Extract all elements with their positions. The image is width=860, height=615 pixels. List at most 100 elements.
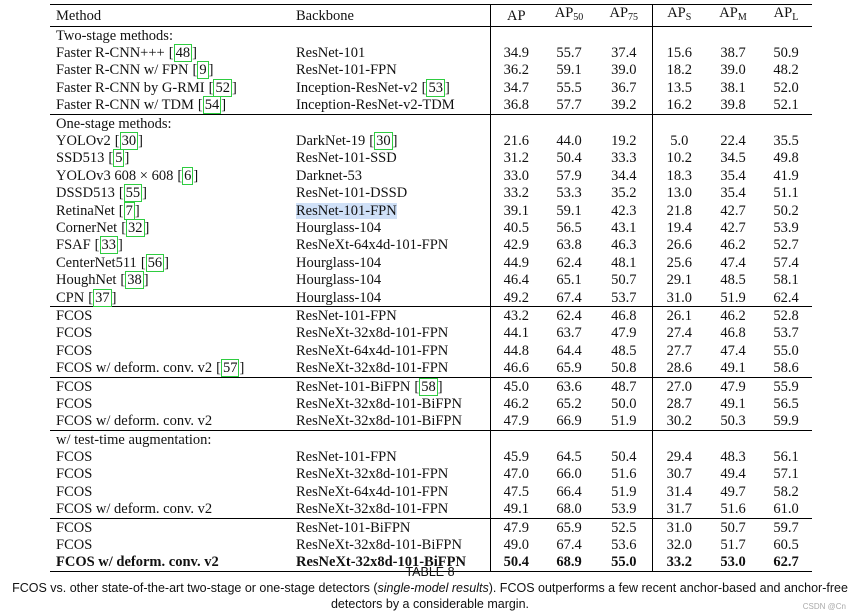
header-text: AP — [719, 5, 738, 21]
metric-value: 37.4 — [611, 45, 637, 62]
citation: [7] — [118, 201, 140, 220]
backbone-cell: ResNeXt-32x8d-101-BiFPN — [290, 553, 490, 573]
metric-value: 31.2 — [489, 149, 542, 168]
backbone-cell: Hourglass-104 — [290, 289, 490, 307]
data-row: HoughNet[38] Hourglass-104 46.4 65.1 50.7 29.… — [50, 271, 812, 290]
metric-value: 55.9 — [760, 376, 812, 396]
backbone: ResNeXt-32x8d-101-BiFPN — [296, 395, 462, 412]
data-row: Faster R-CNN w/ TDM[54] Inception-ResNet-… — [50, 96, 812, 115]
metric-value: 25.6 — [651, 254, 706, 272]
metric-value: 39.1 — [489, 201, 542, 220]
metric-value: 50.9 — [773, 45, 799, 62]
metric-value: 56.5 — [773, 395, 799, 412]
citation-box: 55 — [123, 184, 143, 203]
data-row: DSSD513[55] ResNet-101-DSSD 33.2 53.3 35.2 13… — [50, 184, 812, 203]
data-row: SSD513[5] ResNet-101-SSD 31.2 50.4 33.3 10.2 3… — [50, 149, 812, 168]
empty-cell — [706, 27, 760, 45]
empty-cell — [651, 26, 706, 45]
metric-value: 41.9 — [773, 167, 799, 184]
backbone-cell: ResNeXt-32x8d-101-FPN — [290, 501, 490, 519]
method-cell: FCOS w/ deform. conv. v2 — [50, 413, 290, 431]
metric-value: 51.9 — [611, 483, 637, 500]
citation: [37] — [88, 288, 117, 307]
metric-value: 50.7 — [706, 517, 760, 537]
metric-value: 46.2 — [706, 306, 760, 325]
empty-cell — [706, 429, 760, 449]
metric-value: 56.5 — [556, 219, 582, 236]
empty-cell — [760, 27, 812, 45]
citation-box: 30 — [374, 132, 393, 151]
citation-box: 6 — [182, 166, 194, 185]
backbone: ResNeXt-32x8d-101-FPN — [296, 325, 449, 342]
metric-value: 57.7 — [556, 97, 582, 114]
metric-value: 66.0 — [556, 466, 582, 483]
metric-value: 47.9 — [489, 412, 542, 431]
backbone: ResNeXt-32x8d-101-FPN — [296, 501, 449, 518]
metric-value: 65.1 — [556, 272, 582, 289]
metric-value: 35.5 — [773, 133, 799, 150]
data-row: CornerNet[32] Hourglass-104 40.5 56.5 43.1 19… — [50, 218, 812, 237]
metric-value: 34.5 — [720, 150, 746, 167]
header-cell: AP — [489, 4, 542, 27]
backbone: Inception-ResNet-v2-TDM — [296, 97, 455, 114]
backbone-cell: ResNeXt-32x8d-101-FPN — [290, 359, 490, 377]
citation-box: 33 — [99, 236, 119, 255]
metric-value: 45.9 — [489, 448, 542, 466]
backbone-cell: ResNet-101-DSSD — [290, 185, 490, 202]
metric-value: 33.0 — [489, 167, 542, 185]
method-cell: FCOS w/ deform. conv. v2 — [50, 501, 290, 519]
header-cell: Method — [50, 4, 290, 27]
method-cell: FSAF[33] — [50, 236, 290, 255]
metric-value: 33.2 — [489, 184, 542, 202]
method-cell: YOLOv2[30] — [50, 132, 290, 151]
section-row: w/ test-time augmentation: — [50, 429, 812, 449]
metric-value: 63.6 — [542, 376, 596, 396]
metric-value: 35.4 — [720, 167, 746, 184]
caption: TABLE 8 FCOS vs. other state-of-the-art … — [0, 564, 860, 612]
backbone: ResNet-101-BiFPN — [296, 378, 411, 395]
metric-value: 18.3 — [651, 167, 706, 185]
method: FCOS — [56, 378, 93, 395]
citation-box: 56 — [145, 253, 165, 272]
citation-box: 9 — [197, 61, 209, 80]
method-cell: CornerNet[32] — [50, 218, 290, 237]
header-cell: Backbone — [290, 4, 490, 27]
metric-value: 48.5 — [720, 272, 746, 289]
citation-box: 53 — [426, 78, 445, 97]
data-row: RetinaNet[7] ResNet-101-FPN 39.1 59.1 42.3 21… — [50, 201, 812, 220]
metric-value: 51.9 — [720, 289, 746, 306]
citation-box: 32 — [126, 218, 145, 237]
backbone-cell: ResNet-101 — [290, 44, 490, 61]
metric-value: 64.5 — [556, 449, 582, 466]
metric-value: 29.4 — [651, 448, 706, 466]
metric-value: 60.5 — [773, 537, 799, 554]
empty-cell — [542, 429, 596, 449]
data-row: FCOS w/ deform. conv. v2 ResNeXt-32x8d-10… — [50, 412, 812, 431]
data-row: FCOS ResNet-101-FPN 43.2 62.4 46.8 26.1 46.2 52… — [50, 306, 812, 325]
metric-value: 33.2 — [651, 553, 706, 573]
metric-value: 55.7 — [556, 45, 582, 62]
data-row: Faster R-CNN by G-RMI[52] Inception-ResNe… — [50, 78, 812, 97]
metric-value: 48.7 — [596, 376, 652, 396]
data-row: FCOS w/ deform. conv. v2 ResNeXt-32x8d-10… — [50, 553, 812, 573]
header-text: AP — [554, 5, 574, 21]
method-cell: YOLOv3 608 × 608[6] — [50, 166, 290, 185]
results-table: Method Backbone AP AP50 AP75 APS APM APL Two-sta… — [50, 4, 812, 573]
data-row: Faster R-CNN+++[48] ResNet-101 34.9 55.7 37.… — [50, 44, 812, 63]
backbone-cell: Darknet-53 — [290, 167, 490, 184]
header-text: Method — [56, 7, 102, 24]
method: FSAF — [56, 237, 91, 254]
method: YOLOv2 — [56, 133, 111, 150]
header-text: AP — [506, 7, 526, 24]
header-row: Method Backbone AP AP50 AP75 APS APM APL — [50, 4, 812, 27]
method: FCOS w/ deform. conv. v2 — [56, 413, 213, 430]
metric-value: 58.2 — [773, 483, 799, 500]
method-cell: FCOS — [50, 536, 290, 553]
metric-value: 58.1 — [773, 272, 799, 289]
backbone: ResNet-101-BiFPN — [296, 519, 411, 536]
citation-box: 7 — [123, 201, 135, 220]
backbone: ResNeXt-64x4d-101-FPN — [296, 237, 449, 254]
method: CornerNet — [56, 219, 118, 236]
citation-box: 30 — [119, 132, 139, 151]
metric-value: 50.2 — [773, 202, 799, 219]
